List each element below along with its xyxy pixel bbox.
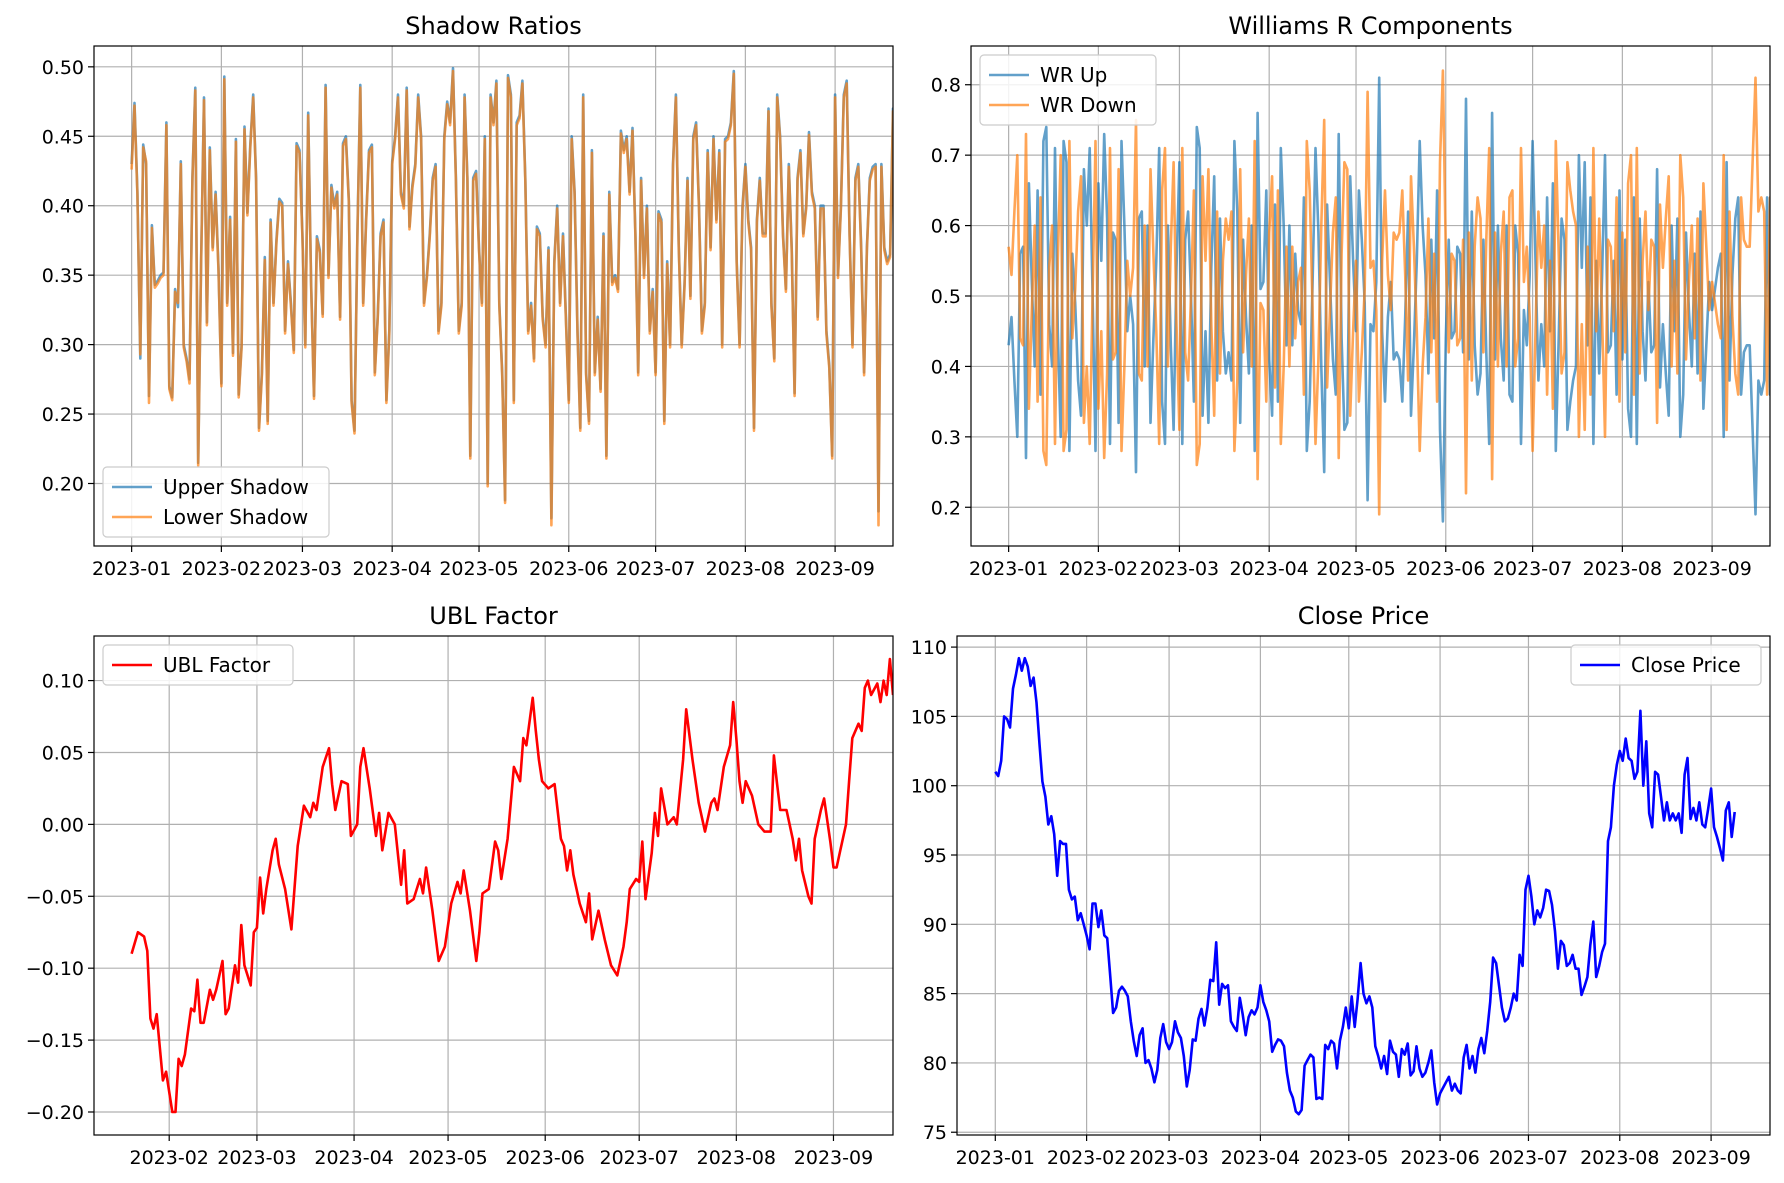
x-tick-label: 2023-07 [1489, 1147, 1568, 1169]
x-tick-label: 2023-06 [1400, 1147, 1479, 1169]
x-tick-label: 2023-03 [1140, 558, 1219, 580]
y-tick-label: 0.2 [931, 497, 961, 519]
y-tick-label: 90 [923, 914, 947, 936]
x-tick-label: 2023-02 [1059, 558, 1138, 580]
legend-box [979, 54, 1157, 126]
x-tick-label: 2023-08 [1583, 558, 1662, 580]
y-tick-label: −0.20 [26, 1102, 84, 1124]
ubl-factor-chart: UBL Factor 2023-02 2023-03 2023-04 2023-05 2… [26, 602, 894, 1169]
y-tick-label: 0.7 [931, 145, 961, 167]
ubl-factor-title: UBL Factor [429, 602, 558, 630]
y-tick-label: 0.3 [931, 427, 961, 449]
y-tick-label: −0.10 [26, 958, 84, 980]
y-tick-label: 0.20 [42, 474, 84, 496]
wr-up-line [1007, 76, 1770, 523]
x-tick-label: 2023-07 [600, 1147, 679, 1169]
x-tick-label: 2023-02 [130, 1147, 209, 1169]
close-price-title: Close Price [1298, 602, 1430, 630]
y-tick-label: 100 [911, 776, 947, 798]
x-tick-label: 2023-09 [794, 1147, 873, 1169]
y-tick-label: 0.8 [931, 75, 961, 97]
x-tick-label: 2023-08 [706, 558, 785, 580]
williams-r-components-chart: Williams R Components 2023-01 2023-02 2023… [931, 12, 1771, 580]
y-tick-label: 0.35 [42, 265, 84, 287]
y-tick-label: 105 [911, 706, 947, 728]
x-tick-label: 2023-08 [697, 1147, 776, 1169]
lower-shadow-line [130, 69, 893, 527]
legend-label: WR Down [1040, 93, 1137, 117]
y-tick-label: 0.30 [42, 335, 84, 357]
y-tick-label: 95 [923, 845, 947, 867]
legend: Upper Shadow Lower Shadow [102, 466, 330, 538]
shadow-ratios-title: Shadow Ratios [405, 12, 581, 40]
y-tick-label: 0.4 [931, 356, 961, 378]
x-tick-label: 2023-02 [182, 558, 261, 580]
x-tick-label: 2023-01 [92, 558, 171, 580]
legend-label: Lower Shadow [163, 505, 308, 529]
x-tick-label: 2023-03 [263, 558, 342, 580]
x-tick-label: 2023-04 [352, 558, 431, 580]
x-tick-label: 2023-07 [616, 558, 695, 580]
y-tick-label: 0.5 [931, 286, 961, 308]
x-tick-label: 2023-05 [439, 558, 518, 580]
legend-box [1570, 644, 1762, 686]
y-tick-label: −0.05 [26, 886, 84, 908]
y-tick-label: 0.25 [42, 404, 84, 426]
legend-label: Upper Shadow [163, 475, 309, 499]
axes-frame [970, 45, 1771, 547]
x-tick-label: 2023-05 [1309, 1147, 1388, 1169]
legend-label: WR Up [1040, 63, 1107, 87]
y-tick-label: 0.45 [42, 126, 84, 148]
x-tick-label: 2023-09 [795, 558, 874, 580]
williams-r-components-title: Williams R Components [1228, 12, 1512, 40]
ubl-factor-line [130, 657, 893, 1114]
x-tick-label: 2023-01 [969, 558, 1048, 580]
x-tick-label: 2023-04 [1221, 1147, 1300, 1169]
axes-frame [93, 635, 894, 1136]
legend: WR Up WR Down [979, 54, 1157, 126]
axes-frame [93, 45, 894, 547]
x-tick-label: 2023-01 [956, 1147, 1035, 1169]
x-tick-label: 2023-06 [529, 558, 608, 580]
x-tick-label: 2023-07 [1493, 558, 1572, 580]
x-tick-label: 2023-04 [314, 1147, 393, 1169]
legend-label: Close Price [1631, 653, 1741, 677]
x-tick-label: 2023-04 [1229, 558, 1308, 580]
y-tick-label: 85 [923, 984, 947, 1006]
axes-frame [956, 635, 1771, 1136]
x-tick-label: 2023-02 [1047, 1147, 1126, 1169]
y-tick-label: −0.15 [26, 1030, 84, 1052]
x-tick-label: 2023-05 [1316, 558, 1395, 580]
legend: UBL Factor [102, 644, 294, 686]
legend-box [102, 466, 330, 538]
shadow-ratios-chart: Shadow Ratios 2023-01 2023-02 2023-03 2023-… [42, 12, 894, 580]
x-tick-label: 2023-06 [506, 1147, 585, 1169]
y-tick-label: 0.05 [42, 742, 84, 764]
y-tick-label: 0.40 [42, 196, 84, 218]
y-tick-label: 0.10 [42, 671, 84, 693]
y-tick-label: 0.6 [931, 216, 961, 238]
x-tick-label: 2023-05 [408, 1147, 487, 1169]
close-price-chart: Close Price 2023-01 2023-02 2023-03 2023-04… [911, 602, 1771, 1169]
x-tick-label: 2023-03 [217, 1147, 296, 1169]
x-tick-label: 2023-09 [1671, 1147, 1750, 1169]
y-tick-label: 0.00 [42, 814, 84, 836]
y-tick-label: 75 [923, 1122, 947, 1144]
x-tick-label: 2023-06 [1406, 558, 1485, 580]
legend: Close Price [1570, 644, 1762, 686]
close-price-line [994, 656, 1736, 1116]
y-tick-label: 0.50 [42, 57, 84, 79]
x-tick-label: 2023-03 [1129, 1147, 1208, 1169]
legend-label: UBL Factor [163, 653, 271, 677]
x-tick-label: 2023-08 [1580, 1147, 1659, 1169]
x-tick-label: 2023-09 [1672, 558, 1751, 580]
y-tick-label: 80 [923, 1053, 947, 1075]
legend-box [102, 644, 294, 686]
y-tick-label: 110 [911, 637, 947, 659]
wr-down-line [1007, 69, 1770, 516]
